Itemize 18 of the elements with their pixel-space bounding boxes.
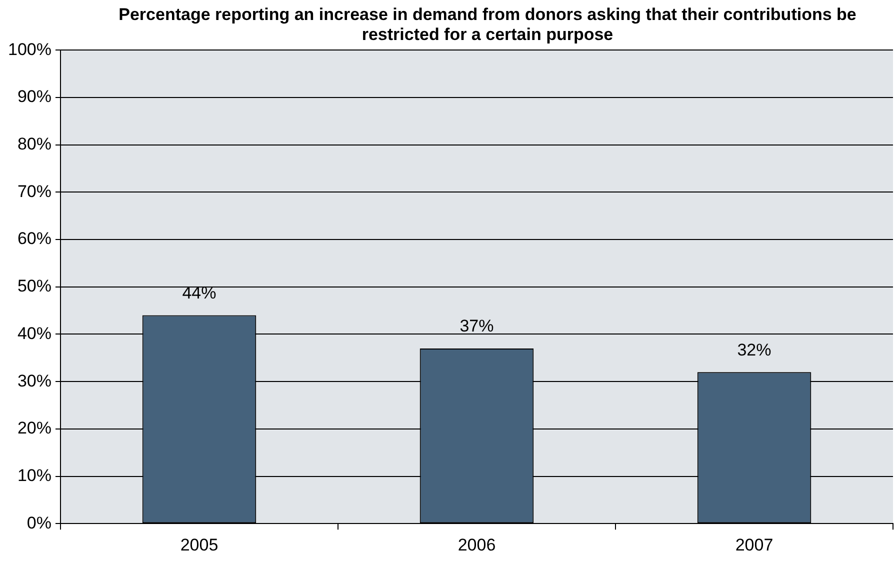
data-label: 44% [182, 283, 216, 302]
y-tick-label: 0% [26, 513, 52, 532]
data-label: 37% [460, 316, 494, 336]
y-tick-label: 80% [17, 134, 52, 154]
y-tick-label: 30% [17, 371, 52, 390]
data-label: 32% [737, 340, 772, 360]
y-tick-label: 60% [17, 229, 52, 248]
y-tick-label: 10% [17, 466, 52, 485]
x-tick-label: 2005 [180, 535, 218, 554]
y-tick-label: 50% [17, 276, 52, 296]
y-tick-label: 40% [17, 324, 52, 343]
y-tick-label: 20% [17, 418, 52, 438]
y-tick-label: 70% [17, 182, 52, 201]
y-tick-label: 90% [17, 87, 52, 106]
y-tick-label: 100% [8, 40, 52, 59]
x-tick-label: 2007 [735, 535, 774, 554]
x-tick-label: 2006 [458, 535, 496, 554]
chart-title: Percentage reporting an increase in demand from donors asking that their contributions be restricted for a certain purpose [118, 5, 858, 45]
